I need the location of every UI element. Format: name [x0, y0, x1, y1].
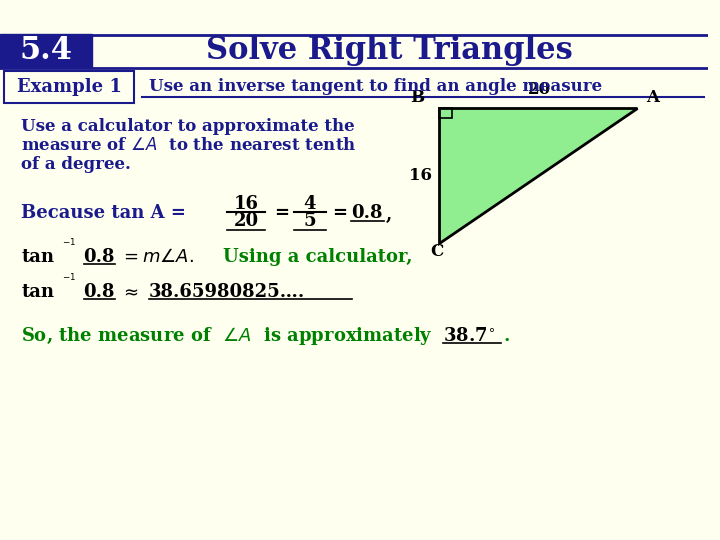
Text: A: A — [646, 89, 659, 106]
Text: 16: 16 — [409, 167, 432, 184]
Text: Solve Right Triangles: Solve Right Triangles — [206, 35, 572, 66]
Text: 20: 20 — [528, 80, 551, 98]
Text: $= m\angle A.$: $= m\angle A.$ — [120, 247, 194, 266]
Text: $\approx$: $\approx$ — [120, 282, 139, 301]
Text: tan: tan — [21, 282, 54, 301]
Text: 5.4: 5.4 — [19, 35, 73, 66]
Text: Example 1: Example 1 — [17, 78, 122, 96]
Text: ,: , — [386, 206, 392, 224]
Text: .: . — [504, 327, 510, 345]
Text: $^{-1}$: $^{-1}$ — [62, 273, 76, 286]
Text: $^{-1}$: $^{-1}$ — [62, 238, 76, 251]
Text: So, the measure of  $\angle A$  is approximately: So, the measure of $\angle A$ is approxi… — [21, 325, 433, 347]
FancyBboxPatch shape — [4, 71, 135, 103]
Polygon shape — [438, 108, 637, 243]
Text: =: = — [332, 204, 347, 222]
Text: of a degree.: of a degree. — [21, 156, 131, 173]
Text: 0.8: 0.8 — [351, 204, 382, 222]
Text: C: C — [431, 242, 444, 260]
Text: measure of $\angle A$  to the nearest tenth: measure of $\angle A$ to the nearest ten… — [21, 137, 356, 154]
Text: tan: tan — [21, 247, 54, 266]
Text: Using a calculator,: Using a calculator, — [223, 247, 413, 266]
Text: 5: 5 — [304, 212, 316, 231]
Text: =: = — [274, 204, 289, 222]
Text: 16: 16 — [234, 194, 258, 213]
Text: 38.7$^{\circ}$: 38.7$^{\circ}$ — [443, 327, 495, 345]
Text: 20: 20 — [234, 212, 259, 231]
Text: B: B — [410, 89, 425, 106]
FancyBboxPatch shape — [0, 34, 92, 68]
Text: Use a calculator to approximate the: Use a calculator to approximate the — [21, 118, 355, 136]
Text: Because tan A =: Because tan A = — [21, 204, 186, 222]
Text: 4: 4 — [304, 194, 316, 213]
Text: 0.8: 0.8 — [84, 282, 115, 301]
Text: Use an inverse tangent to find an angle measure: Use an inverse tangent to find an angle … — [148, 78, 602, 96]
Text: 0.8: 0.8 — [84, 247, 115, 266]
Text: 38.65980825….: 38.65980825…. — [148, 282, 305, 301]
